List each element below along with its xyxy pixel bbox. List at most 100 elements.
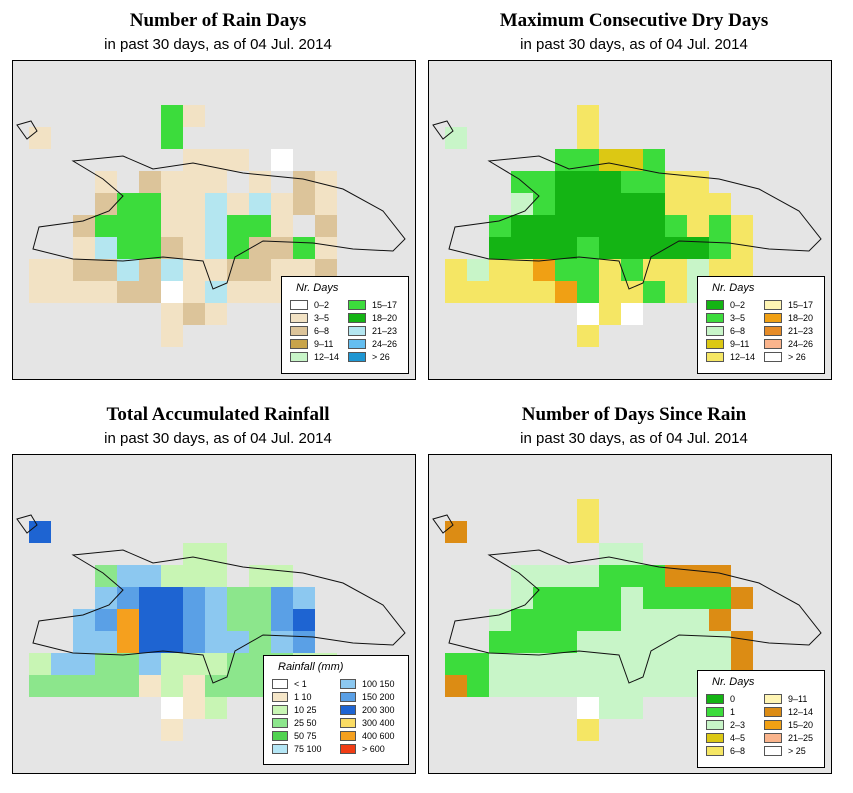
grid-cell <box>315 171 337 193</box>
grid-cell <box>161 609 183 631</box>
grid-cell <box>731 215 753 237</box>
grid-cell <box>95 631 117 653</box>
legend-label: 9–11 <box>730 339 750 349</box>
legend-swatch <box>272 718 288 728</box>
legend-label: 3–5 <box>730 313 746 323</box>
grid-cell <box>621 237 643 259</box>
grid-cell <box>117 653 139 675</box>
legend-item: 9–11 <box>290 338 333 350</box>
grid-cell <box>687 171 709 193</box>
grid-cell <box>555 193 577 215</box>
grid-cell <box>687 565 709 587</box>
grid-cell <box>709 631 731 653</box>
legend-label: 200 300 <box>362 705 395 715</box>
grid-cell <box>205 303 227 325</box>
grid-cell <box>249 609 271 631</box>
grid-cell <box>555 631 577 653</box>
grid-cell <box>293 587 315 609</box>
grid-cell <box>709 215 731 237</box>
grid-cell <box>95 675 117 697</box>
grid-cell <box>29 281 51 303</box>
grid-cell <box>139 281 161 303</box>
grid-cell <box>29 653 51 675</box>
legend-swatch <box>348 352 366 362</box>
grid-cell <box>161 653 183 675</box>
legend-swatch <box>272 679 288 689</box>
legend-label: 21–25 <box>788 733 814 743</box>
grid-cell <box>249 171 271 193</box>
grid-cell <box>621 171 643 193</box>
map-days-since-rain: Nr. Days 0 1 2–3 4–5 6–8 9–11 12–14 15–2… <box>428 454 832 774</box>
panel-max-dry-days: Maximum Consecutive Dry Days in past 30 … <box>428 0 840 390</box>
legend-swatch <box>340 692 356 702</box>
grid-cell <box>271 237 293 259</box>
grid-cell <box>117 237 139 259</box>
grid-cell <box>687 653 709 675</box>
grid-cell <box>117 259 139 281</box>
grid-cell <box>599 303 621 325</box>
grid-cell <box>183 543 205 565</box>
grid-cell <box>249 193 271 215</box>
grid-cell <box>205 565 227 587</box>
grid-cell <box>533 259 555 281</box>
legend-item: 15–17 <box>348 299 397 311</box>
grid-cell <box>249 215 271 237</box>
grid-cell <box>665 631 687 653</box>
legend-item: > 600 <box>340 743 385 755</box>
grid-cell <box>533 171 555 193</box>
grid-cell <box>731 237 753 259</box>
grid-cell <box>643 237 665 259</box>
grid-cell <box>511 215 533 237</box>
grid-cell <box>73 215 95 237</box>
map-svg <box>432 105 822 347</box>
legend-swatch <box>764 694 782 704</box>
legend-label: 18–20 <box>372 313 398 323</box>
coastline <box>448 549 822 684</box>
legend-item: 2–3 <box>706 719 745 731</box>
legend-label: > 600 <box>362 744 385 754</box>
grid-cell <box>555 171 577 193</box>
grid-cell <box>577 609 599 631</box>
grid-cell <box>205 653 227 675</box>
legend-label: 24–26 <box>372 339 398 349</box>
legend-label: 100 150 <box>362 679 395 689</box>
grid-cell <box>445 259 467 281</box>
grid-cell <box>161 697 183 719</box>
grid-cell <box>621 565 643 587</box>
grid-cell <box>139 653 161 675</box>
grid-cell <box>117 215 139 237</box>
grid-cell <box>139 565 161 587</box>
legend-item: 50 75 <box>272 730 317 742</box>
grid-cell <box>445 281 467 303</box>
legend-item: 21–25 <box>764 732 813 744</box>
legend-item: 6–8 <box>706 745 745 757</box>
grid-cell <box>117 587 139 609</box>
legend-item: 15–17 <box>764 299 813 311</box>
grid-cell <box>665 193 687 215</box>
grid-cell <box>139 631 161 653</box>
legend-swatch <box>348 313 366 323</box>
legend-swatch <box>272 744 288 754</box>
legend-swatch <box>340 679 356 689</box>
grid-cell <box>621 697 643 719</box>
panel-subtitle: in past 30 days, as of 04 Jul. 2014 <box>104 430 332 447</box>
grid-cell <box>161 215 183 237</box>
grid-cell <box>249 237 271 259</box>
legend-swatch <box>706 707 724 717</box>
legend-label: 21–23 <box>788 326 814 336</box>
grid-cell <box>687 587 709 609</box>
panel-subtitle: in past 30 days, as of 04 Jul. 2014 <box>520 430 748 447</box>
legend-item: 75 100 <box>272 743 322 755</box>
grid-cell <box>599 215 621 237</box>
grid-cell <box>533 215 555 237</box>
grid-cell <box>227 675 249 697</box>
legend-item: 21–23 <box>764 325 813 337</box>
grid-cell <box>51 653 73 675</box>
grid-cell <box>227 631 249 653</box>
grid-cell <box>533 565 555 587</box>
legend-item: 10 25 <box>272 704 317 716</box>
grid-cell <box>249 281 271 303</box>
legend-label: < 1 <box>294 679 307 689</box>
coastline <box>32 549 406 684</box>
grid-cell <box>621 675 643 697</box>
